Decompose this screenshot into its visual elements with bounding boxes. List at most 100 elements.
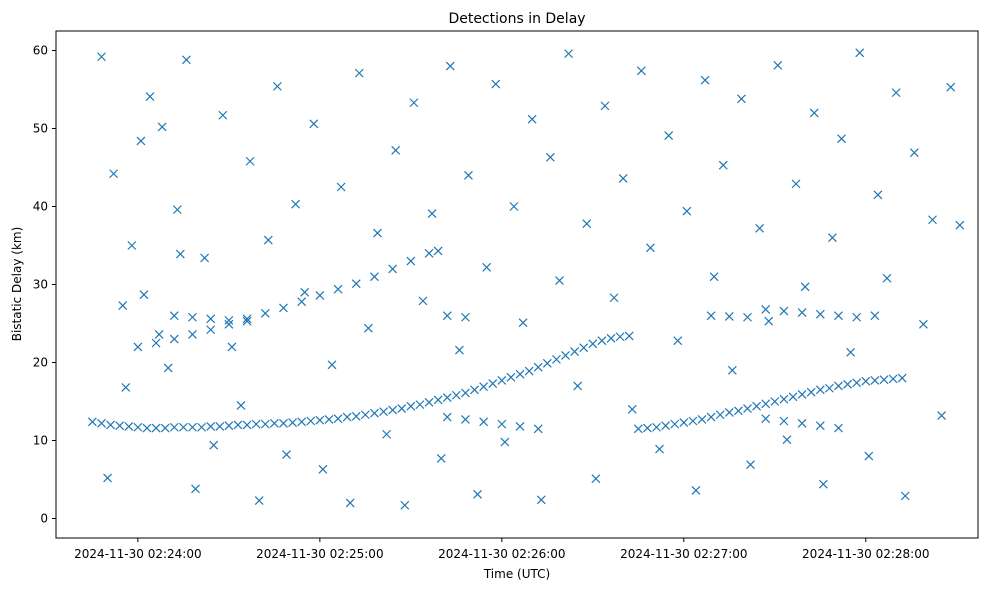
data-point — [342, 412, 352, 422]
data-point — [715, 410, 725, 420]
data-point — [552, 354, 561, 364]
data-point — [333, 284, 343, 294]
data-point — [169, 422, 179, 432]
data-point — [206, 422, 216, 431]
data-point — [488, 379, 498, 388]
data-point — [318, 464, 328, 474]
data-point — [142, 423, 152, 433]
data-point — [169, 311, 179, 321]
data-point — [561, 351, 570, 360]
data-point — [564, 49, 573, 59]
data-point — [852, 378, 862, 388]
data-point — [245, 156, 255, 166]
data-point — [236, 400, 246, 410]
data-point — [315, 290, 325, 300]
data-point — [928, 215, 937, 225]
data-point — [242, 420, 252, 430]
data-point — [133, 422, 143, 432]
data-point — [291, 199, 301, 209]
data-point — [606, 333, 616, 343]
data-point — [351, 411, 361, 421]
data-point — [157, 122, 167, 132]
data-point — [888, 374, 898, 384]
data-point — [197, 422, 207, 432]
data-point — [897, 373, 907, 383]
data-point — [209, 440, 219, 450]
data-point — [542, 358, 552, 368]
data-point — [418, 296, 428, 306]
data-point — [115, 421, 125, 431]
data-point — [97, 418, 106, 428]
data-point — [755, 223, 765, 233]
data-point — [797, 418, 807, 428]
y-tick-label: 30 — [33, 278, 48, 292]
y-axis-label: Bistatic Delay (km) — [10, 227, 24, 342]
data-point — [300, 287, 310, 297]
data-point — [515, 369, 525, 379]
data-point — [351, 279, 361, 289]
data-point — [282, 450, 291, 459]
data-point — [491, 79, 501, 89]
data-point — [218, 110, 228, 120]
data-point — [664, 131, 674, 140]
data-point — [661, 421, 671, 431]
data-point — [882, 273, 892, 283]
data-point — [797, 390, 807, 399]
y-tick-label: 10 — [33, 434, 48, 448]
data-point — [297, 297, 307, 307]
data-point — [642, 423, 652, 433]
data-point — [133, 342, 143, 352]
data-point — [370, 272, 379, 282]
data-point — [297, 417, 307, 427]
data-point — [103, 473, 112, 483]
y-tick-label: 20 — [33, 356, 48, 370]
data-point — [834, 311, 843, 321]
data-point — [336, 182, 346, 192]
data-point — [588, 339, 598, 349]
data-point — [160, 423, 170, 433]
data-point — [172, 205, 182, 215]
data-point — [937, 411, 947, 420]
data-point — [655, 444, 664, 454]
data-point — [397, 404, 407, 413]
x-tick-label: 2024-11-30 02:27:00 — [620, 547, 747, 561]
data-point — [406, 256, 416, 266]
data-point — [636, 66, 646, 76]
data-point — [670, 419, 680, 429]
data-point — [169, 334, 179, 344]
data-point — [700, 75, 710, 85]
data-point — [918, 319, 928, 329]
data-point — [843, 379, 853, 389]
data-point — [309, 119, 319, 129]
data-point — [827, 233, 837, 243]
data-point — [764, 316, 774, 326]
data-point — [800, 282, 810, 292]
data-point — [324, 415, 334, 424]
data-point — [515, 422, 525, 431]
data-point — [773, 60, 783, 70]
data-point — [591, 474, 601, 484]
data-point — [706, 412, 716, 422]
data-point — [779, 306, 789, 316]
data-point — [479, 417, 489, 427]
data-point — [124, 422, 134, 431]
data-point — [797, 308, 807, 318]
y-tick-label: 60 — [33, 44, 48, 58]
data-point — [327, 360, 337, 370]
data-points — [87, 48, 965, 510]
data-point — [497, 419, 507, 429]
data-point — [333, 414, 343, 424]
data-point — [97, 52, 106, 62]
data-point — [809, 108, 819, 118]
data-point — [815, 385, 825, 395]
data-point — [163, 363, 173, 373]
data-point — [497, 376, 507, 385]
data-point — [470, 385, 479, 395]
data-point — [442, 393, 452, 403]
data-point — [870, 311, 880, 321]
y-axis: 0 10 20 30 40 50 60 — [33, 44, 56, 526]
data-point — [615, 332, 625, 342]
data-point — [388, 405, 398, 415]
